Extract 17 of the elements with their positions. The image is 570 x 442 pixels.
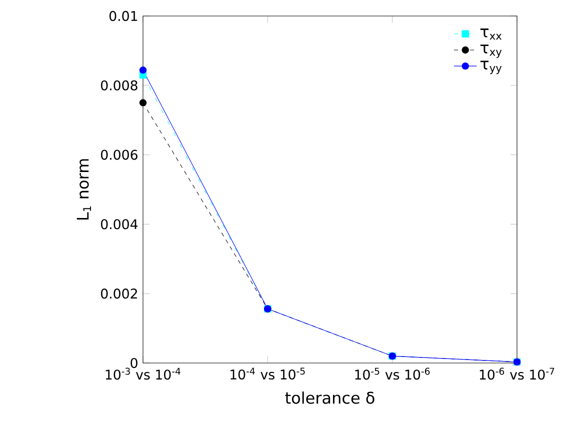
x-tick-label: 10$^{-4}$ vs 10$^{-5}$ xyxy=(230,368,305,380)
legend-label: τ$_{xx}$ xyxy=(480,28,502,40)
x-axis-title: tolerance δ xyxy=(285,391,374,404)
y-tick-label: 0.008 xyxy=(101,80,138,90)
legend-label: τ$_{yy}$ xyxy=(480,60,502,74)
y-tick-label: 0.006 xyxy=(101,150,138,160)
x-tick-label: 10$^{-6}$ vs 10$^{-7}$ xyxy=(480,368,554,380)
x-tick-label: 10$^{-3}$ vs 10$^{-4}$ xyxy=(106,368,180,380)
point xyxy=(139,66,147,74)
y-tick-label: 0 xyxy=(130,358,138,368)
y-axis-title: L$_{1}$ norm xyxy=(76,159,91,220)
y-tick-label: 0.004 xyxy=(101,219,138,230)
x-tick-label: 10$^{-5}$ vs 10$^{-6}$ xyxy=(355,368,430,380)
y-tick-label: 0.01 xyxy=(109,10,138,22)
y-tick-label: 0.002 xyxy=(101,288,137,299)
legend-label: τ$_{xy}$ xyxy=(480,44,502,58)
point xyxy=(139,99,147,106)
